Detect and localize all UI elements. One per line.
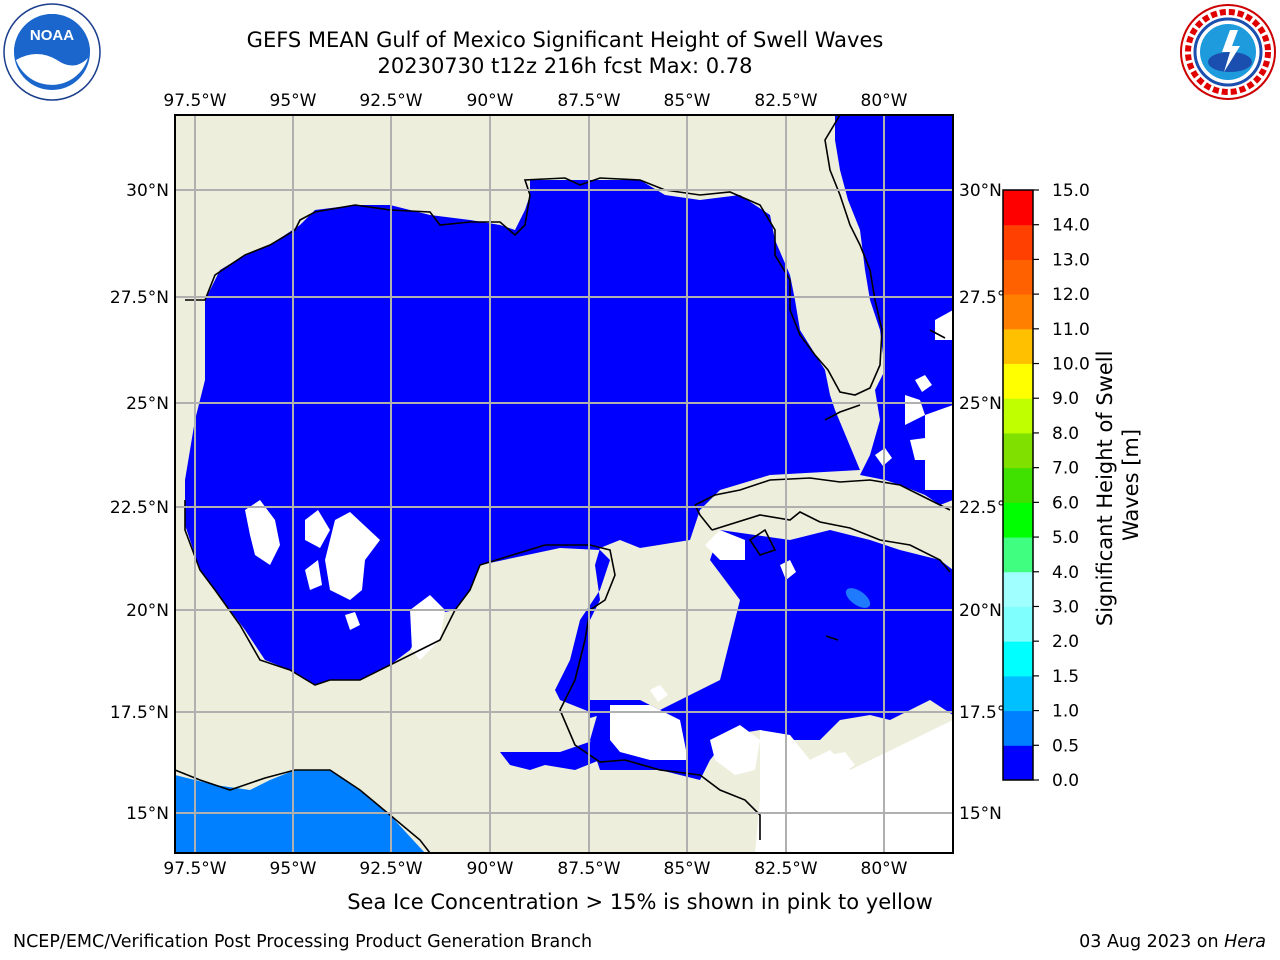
- atlantic-ocean-fill: [835, 115, 953, 505]
- lon-tick-label: 90°W: [467, 91, 514, 111]
- lat-tick-label: 30°N: [126, 181, 169, 201]
- lat-tick-label: 22.5°N: [110, 498, 169, 518]
- footer-date: 03 Aug 2023 on Hera: [1079, 932, 1266, 952]
- colorbar-segment: [1003, 224, 1033, 260]
- colorbar-segment: [1003, 606, 1033, 642]
- colorbar-segment: [1003, 190, 1033, 226]
- lon-labels-top: 97.5°W 95°W 92.5°W 90°W 87.5°W 85°W 82.5…: [163, 91, 907, 111]
- colorbar-segment: [1003, 641, 1033, 677]
- colorbar-tick-label: 12.0: [1052, 285, 1090, 305]
- colorbar-tick-label: 3.0: [1052, 597, 1079, 617]
- colorbar-tick-label: 10.0: [1052, 355, 1090, 375]
- coastlines: [175, 115, 951, 853]
- colorbar-segment: [1003, 571, 1033, 607]
- colorbar-tick-label: 4.0: [1052, 563, 1079, 583]
- colorbar-label: Significant Height of Swell Waves [m]: [1093, 344, 1143, 626]
- colorbar-segment: [1003, 294, 1033, 330]
- lat-tick-label: 17.5°N: [110, 703, 169, 723]
- lon-tick-label: 97.5°W: [163, 91, 226, 111]
- colorbar-segment: [1003, 502, 1033, 538]
- lat-labels-left: 30°N 27.5°N 25°N 22.5°N 20°N 17.5°N 15°N: [110, 181, 169, 824]
- nws-logo: [1180, 4, 1276, 100]
- colorbar-segment: [1003, 710, 1033, 746]
- lon-tick-label: 85°W: [664, 859, 711, 879]
- colorbar-tick-labels: 0.0 0.5 1.0 1.5 2.0 3.0 4.0 5.0 6.0 7.0 8.0 9.0 10.0…: [1052, 181, 1090, 791]
- lat-tick-label: 15°N: [959, 804, 1002, 824]
- colorbar-tick-label: 8.0: [1052, 424, 1079, 444]
- lat-tick-label: 30°N: [959, 181, 1002, 201]
- lon-tick-label: 85°W: [664, 91, 711, 111]
- map-frame: [174, 114, 954, 854]
- lat-tick-label: 20°N: [959, 601, 1002, 621]
- lon-tick-label: 92.5°W: [359, 91, 422, 111]
- colorbar-tick-label: 13.0: [1052, 250, 1090, 270]
- lon-tick-label: 95°W: [270, 91, 317, 111]
- colorbar-tick-label: 5.0: [1052, 528, 1079, 548]
- swell-patch-cayman: [845, 588, 871, 608]
- map-subtitle: 20230730 t12z 216h fcst Max: 0.78: [377, 54, 753, 78]
- lon-tick-label: 97.5°W: [163, 859, 226, 879]
- sea-ice-note: Sea Ice Concentration > 15% is shown in …: [347, 890, 933, 914]
- colorbar-tick-label: 1.0: [1052, 702, 1079, 722]
- colorbar-segment: [1003, 467, 1033, 503]
- colorbar-tick-label: 1.5: [1052, 667, 1079, 687]
- colorbar-tick-label: 6.0: [1052, 493, 1079, 513]
- colorbar-tick-label: 0.0: [1052, 771, 1079, 791]
- colorbar-segment: [1003, 398, 1033, 434]
- colorbar-frame: [1002, 189, 1034, 781]
- lon-tick-label: 80°W: [861, 859, 908, 879]
- lat-tick-label: 20°N: [126, 601, 169, 621]
- map-title: GEFS MEAN Gulf of Mexico Significant Hei…: [246, 28, 884, 52]
- lon-tick-label: 87.5°W: [557, 859, 620, 879]
- colorbar-label-line2: Waves [m]: [1119, 429, 1143, 541]
- colorbar-segment: [1003, 363, 1033, 399]
- colorbar-segment: [1003, 432, 1033, 469]
- colorbar-label-line1: Significant Height of Swell: [1093, 351, 1117, 627]
- lat-tick-label: 15°N: [126, 804, 169, 824]
- lon-tick-label: 90°W: [467, 859, 514, 879]
- lon-tick-label: 82.5°W: [754, 91, 817, 111]
- noaa-logo: NOAA: [3, 3, 101, 101]
- footer-date-text: 03 Aug 2023 on: [1079, 932, 1225, 952]
- colorbar-tick-label: 7.0: [1052, 459, 1079, 479]
- footer-host: Hera: [1224, 932, 1266, 952]
- colorbar-segment: [1003, 328, 1033, 365]
- colorbar-segment: [1003, 745, 1033, 781]
- colorbar-segment: [1003, 537, 1033, 573]
- lat-tick-label: 25°N: [126, 394, 169, 414]
- colorbar: [1002, 189, 1039, 781]
- noaa-logo-text: NOAA: [30, 27, 74, 44]
- colorbar-tick-label: 2.0: [1052, 632, 1079, 652]
- lon-tick-label: 92.5°W: [359, 859, 422, 879]
- colorbar-tick-label: 9.0: [1052, 389, 1079, 409]
- colorbar-tick-label: 0.5: [1052, 736, 1079, 756]
- lat-tick-label: 25°N: [959, 394, 1002, 414]
- lat-tick-label: 27.5°N: [110, 288, 169, 308]
- colorbar-tick-label: 14.0: [1052, 216, 1090, 236]
- lon-tick-label: 87.5°W: [557, 91, 620, 111]
- lon-tick-label: 80°W: [861, 91, 908, 111]
- colorbar-tick-label: 15.0: [1052, 181, 1090, 201]
- footer-credit: NCEP/EMC/Verification Post Processing Pr…: [13, 932, 593, 952]
- lon-tick-label: 82.5°W: [754, 859, 817, 879]
- map-area: [175, 115, 953, 853]
- colorbar-tick-label: 11.0: [1052, 320, 1090, 340]
- lon-labels-bottom: 97.5°W 95°W 92.5°W 90°W 87.5°W 85°W 82.5…: [163, 859, 907, 879]
- lon-tick-label: 95°W: [270, 859, 317, 879]
- colorbar-segment: [1003, 675, 1033, 712]
- colorbar-segment: [1003, 259, 1033, 295]
- pacific-ocean-fill: [175, 770, 425, 853]
- graticule: [175, 115, 953, 853]
